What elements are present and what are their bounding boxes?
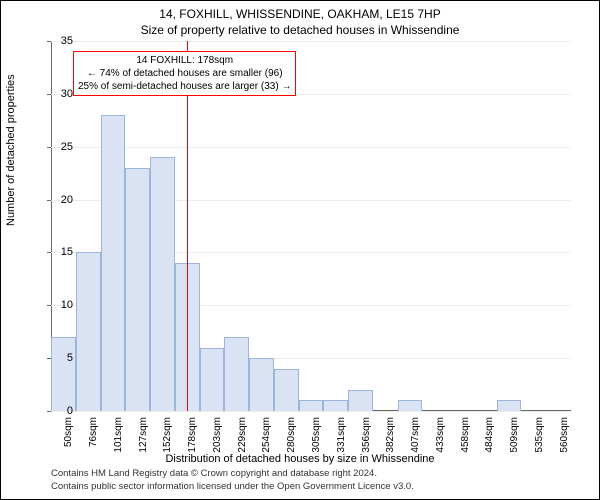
xtick-label: 356sqm xyxy=(361,417,372,453)
xtick-label: 101sqm xyxy=(113,417,124,453)
xtick-label: 509sqm xyxy=(509,417,520,453)
histogram-bar xyxy=(323,400,348,411)
histogram-bar xyxy=(200,348,225,411)
reference-line xyxy=(187,41,188,411)
gridline xyxy=(51,147,571,148)
xtick-label: 484sqm xyxy=(484,417,495,453)
histogram-bar xyxy=(274,369,299,411)
annotation-line1: 14 FOXHILL: 178sqm xyxy=(78,54,291,67)
chart-container: 14, FOXHILL, WHISSENDINE, OAKHAM, LE15 7… xyxy=(0,0,600,500)
ytick-label: 20 xyxy=(43,194,73,206)
chart-area: 14 FOXHILL: 178sqm← 74% of detached hous… xyxy=(51,41,571,411)
ytick-label: 10 xyxy=(43,299,73,311)
ytick-label: 30 xyxy=(43,88,73,100)
ytick-label: 5 xyxy=(43,352,73,364)
xtick-label: 382sqm xyxy=(385,417,396,453)
histogram-bar xyxy=(101,115,126,411)
y-axis-label: Number of detached properties xyxy=(5,74,17,226)
xtick-label: 280sqm xyxy=(286,417,297,453)
xtick-label: 76sqm xyxy=(88,417,99,447)
histogram-bar xyxy=(76,252,101,411)
annotation-box: 14 FOXHILL: 178sqm← 74% of detached hous… xyxy=(73,51,296,96)
annotation-line2: ← 74% of detached houses are smaller (96… xyxy=(78,67,291,80)
histogram-bar xyxy=(125,168,150,411)
gridline xyxy=(51,41,571,42)
xtick-label: 433sqm xyxy=(435,417,446,453)
xtick-label: 178sqm xyxy=(187,417,198,453)
histogram-bar xyxy=(249,358,274,411)
ytick-label: 35 xyxy=(43,35,73,47)
histogram-bar xyxy=(51,337,76,411)
ytick-label: 0 xyxy=(43,405,73,417)
histogram-bar xyxy=(398,400,423,411)
ytick-label: 15 xyxy=(43,246,73,258)
histogram-bar xyxy=(224,337,249,411)
xtick-label: 254sqm xyxy=(261,417,272,453)
xtick-label: 127sqm xyxy=(138,417,149,453)
x-axis-label: Distribution of detached houses by size … xyxy=(1,453,599,465)
xtick-label: 50sqm xyxy=(63,417,74,447)
ytick-label: 25 xyxy=(43,141,73,153)
xtick-label: 458sqm xyxy=(460,417,471,453)
copyright-line1: Contains HM Land Registry data © Crown c… xyxy=(51,468,414,480)
plot-region: 14 FOXHILL: 178sqm← 74% of detached hous… xyxy=(51,41,571,411)
chart-title-subtitle: Size of property relative to detached ho… xyxy=(1,23,599,37)
histogram-bar xyxy=(497,400,522,411)
histogram-bar xyxy=(348,390,373,411)
xtick-label: 203sqm xyxy=(212,417,223,453)
histogram-bar xyxy=(299,400,324,411)
xtick-label: 331sqm xyxy=(336,417,347,453)
chart-title-address: 14, FOXHILL, WHISSENDINE, OAKHAM, LE15 7… xyxy=(1,7,599,21)
annotation-line3: 25% of semi-detached houses are larger (… xyxy=(78,80,291,93)
xtick-label: 535sqm xyxy=(534,417,545,453)
xtick-label: 407sqm xyxy=(410,417,421,453)
copyright-line2: Contains public sector information licen… xyxy=(51,481,414,493)
copyright-notice: Contains HM Land Registry data © Crown c… xyxy=(51,468,414,493)
xtick-label: 560sqm xyxy=(559,417,570,453)
xtick-label: 152sqm xyxy=(162,417,173,453)
histogram-bar xyxy=(150,157,175,411)
xtick-label: 229sqm xyxy=(237,417,248,453)
gridline xyxy=(51,411,571,412)
xtick-label: 305sqm xyxy=(311,417,322,453)
